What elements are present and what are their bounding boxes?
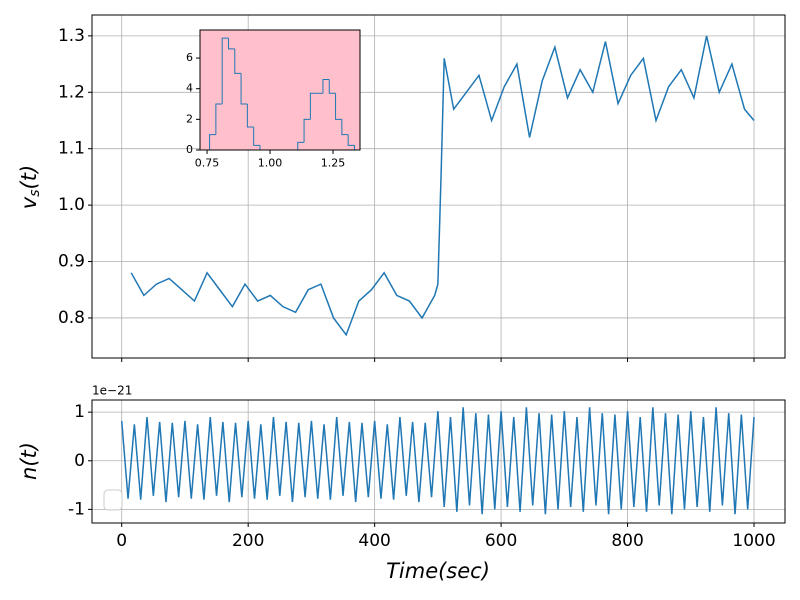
axes-frame: [91, 399, 786, 524]
axes-frame: [199, 29, 361, 151]
y-tick-label: 0.8: [58, 308, 85, 328]
histogram-step: [240, 73, 248, 105]
y-axis-label: vs(t): [17, 165, 43, 209]
histogram-step: [335, 93, 342, 120]
y-tick-label: 1.1: [58, 139, 85, 159]
histogram-step: [328, 79, 336, 94]
y-tick-label: 1.2: [58, 82, 85, 102]
x-tick-label: 1000: [732, 531, 775, 551]
histogram-step: [347, 134, 355, 150]
histogram-step: [246, 104, 254, 128]
line: [120, 407, 755, 515]
x-axis-label: Time(sec): [386, 559, 490, 583]
plot-area: [200, 30, 360, 150]
line: [130, 35, 755, 337]
x-tick-label: 0: [116, 531, 127, 551]
y-label-subscript: s: [27, 189, 43, 196]
histogram-step: [221, 37, 229, 105]
y-tick-label: 1: [74, 402, 85, 422]
x-tick-label: 400: [358, 531, 390, 551]
histogram-step: [209, 134, 216, 150]
histogram-step: [215, 103, 223, 135]
y-tick-label: 6: [186, 51, 193, 64]
x-tick-label: 0.75: [195, 157, 220, 170]
axes-frame: [91, 14, 786, 359]
histogram-step: [341, 119, 349, 136]
x-tick-label: 1.25: [321, 157, 346, 170]
y-tick-label: 0.9: [58, 252, 85, 272]
histogram-step: [234, 48, 242, 74]
x-tick-label: 600: [485, 531, 517, 551]
legend-box: [103, 489, 123, 511]
histogram-step: [309, 92, 317, 120]
y-label-rest: (t): [17, 165, 41, 190]
x-tick-label: 1.00: [258, 157, 283, 170]
y-tick-label: 4: [186, 82, 193, 95]
y-tick-label: 1.0: [58, 195, 85, 215]
histogram-step: [253, 127, 260, 146]
offset-text: 1e−21: [92, 384, 132, 398]
x-tick-label: 800: [611, 531, 643, 551]
y-tick-label: 1.3: [58, 26, 85, 46]
y-tick-label: 0: [74, 451, 85, 471]
histogram-step: [322, 79, 330, 94]
x-tick-label: 200: [232, 531, 264, 551]
plot-area: [92, 15, 785, 358]
histogram-step: [303, 118, 311, 143]
y-tick-label: 0: [186, 143, 193, 156]
y-label-base: v: [17, 196, 41, 209]
histogram-step: [297, 141, 305, 150]
y-tick-label: -1: [68, 499, 85, 519]
histogram-step: [227, 38, 235, 50]
y-tick-label: 2: [186, 112, 193, 125]
y-axis-label: n(t): [17, 442, 41, 480]
